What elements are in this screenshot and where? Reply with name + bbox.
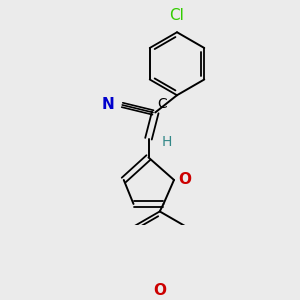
Text: N: N: [102, 98, 115, 112]
Text: O: O: [153, 284, 166, 298]
Text: O: O: [178, 172, 191, 188]
Text: H: H: [162, 136, 172, 149]
Text: Cl: Cl: [169, 8, 184, 23]
Text: C: C: [158, 97, 167, 111]
